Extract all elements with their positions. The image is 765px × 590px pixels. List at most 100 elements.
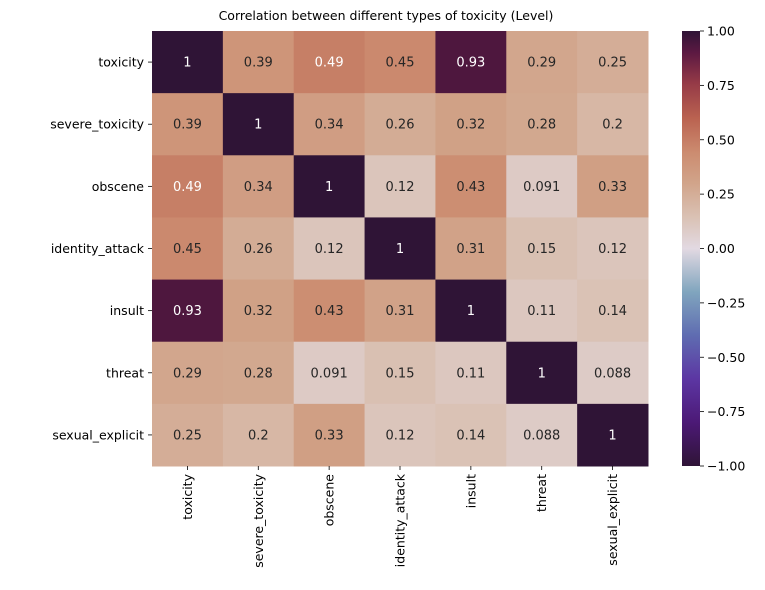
- heatmap-cell-label: 0.25: [173, 428, 202, 443]
- heatmap-cell-label: 0.28: [244, 366, 273, 381]
- heatmap-cell-label: 0.28: [527, 118, 556, 133]
- heatmap-cell: [577, 217, 649, 281]
- heatmap-cell: [506, 403, 578, 467]
- heatmap-cell-label: 1: [538, 366, 546, 381]
- heatmap-cell: [364, 217, 436, 281]
- heatmap-cell: [222, 403, 295, 467]
- heatmap-cell-label: 1: [254, 118, 262, 133]
- heatmap-cell: [364, 403, 436, 467]
- heatmap-cell: [364, 93, 436, 156]
- heatmap-cell-label: 0.088: [523, 428, 560, 443]
- heatmap-cell: [506, 341, 578, 405]
- heatmap-cell: [506, 279, 578, 343]
- colorbar-tick-label: −0.25: [707, 295, 745, 310]
- colorbar-tick-label: 0.50: [707, 132, 735, 147]
- x-tick-label: identity_attack: [393, 473, 408, 567]
- heatmap-cell: [364, 279, 436, 343]
- heatmap-cell: [222, 93, 295, 156]
- heatmap-cell: [222, 155, 295, 218]
- chart-title: Correlation between different types of t…: [219, 8, 554, 23]
- heatmap-cell: [222, 279, 295, 343]
- heatmap-cell: [435, 93, 507, 156]
- heatmap-cell: [293, 279, 366, 343]
- x-tick-label: severe_toxicity: [251, 473, 266, 567]
- heatmap-cell: [293, 93, 366, 156]
- colorbar-tick-labels: 1.00 0.75 0.50 0.25 0.00 −0.25 −0.50 −0.75 −1.00: [700, 24, 745, 474]
- heatmap-cell: [222, 341, 295, 405]
- heatmap-cell-label: 0.12: [386, 180, 415, 195]
- heatmap-cell-label: 0.11: [527, 304, 556, 319]
- heatmap-cell-label: 0.15: [386, 366, 415, 381]
- colorbar-tick-label: −1.00: [707, 459, 745, 474]
- heatmap-cell: [577, 341, 649, 405]
- heatmap-cell-label: 0.45: [173, 242, 202, 257]
- heatmap-cell-label: 0.091: [523, 180, 560, 195]
- heatmap-cell-label: 0.93: [456, 56, 485, 71]
- heatmap-cell-label: 0.12: [598, 242, 627, 257]
- heatmap-cell: [152, 155, 224, 218]
- heatmap-cell-label: 0.29: [173, 366, 202, 381]
- heatmap-cell: [222, 217, 295, 281]
- heatmap-cell-label: 0.2: [602, 118, 623, 133]
- y-tick-label: insult: [110, 303, 144, 318]
- heatmap-cell-label: 0.39: [244, 56, 273, 71]
- heatmap-cell-label: 0.14: [598, 304, 627, 319]
- heatmap-cell: [293, 31, 366, 94]
- heatmap-cell: [435, 279, 507, 343]
- heatmap-cell-label: 0.31: [456, 242, 485, 257]
- heatmap-cell-label: 0.93: [173, 304, 202, 319]
- heatmap-cell: [506, 155, 578, 218]
- heatmap-cell-label: 0.2: [248, 428, 269, 443]
- colorbar-tick-label: 1.00: [707, 24, 735, 39]
- heatmap-cell-label: 0.32: [244, 304, 273, 319]
- heatmap-cell-label: 0.14: [456, 428, 485, 443]
- x-tick-label: obscene: [322, 474, 337, 527]
- heatmap-cell-label: 1: [467, 304, 475, 319]
- heatmap-cell-label: 0.088: [594, 366, 631, 381]
- heatmap-cell: [293, 217, 366, 281]
- heatmap-cell-label: 0.33: [315, 428, 344, 443]
- heatmap-cell: [435, 403, 507, 467]
- heatmap-cell: [577, 155, 649, 218]
- y-tick-label: toxicity: [98, 55, 144, 70]
- heatmap-cell-label: 0.34: [244, 180, 273, 195]
- y-tick-label: severe_toxicity: [50, 117, 144, 132]
- heatmap-cell-label: 0.43: [456, 180, 485, 195]
- heatmap-cell-label: 0.12: [386, 428, 415, 443]
- colorbar-tick-label: −0.50: [707, 350, 745, 365]
- x-axis-tick-labels: toxicity severe_toxicity obscene identity_a…: [180, 466, 620, 568]
- heatmap-cell-label: 0.29: [527, 56, 556, 71]
- colorbar-tick-label: 0.00: [707, 241, 735, 256]
- heatmap-cell: [435, 155, 507, 218]
- heatmap-cell: [152, 217, 224, 281]
- heatmap-cell: [152, 279, 224, 343]
- heatmap-cell-label: 0.39: [173, 118, 202, 133]
- heatmap-cell-label: 0.15: [527, 242, 556, 257]
- heatmap-cell-label: 0.26: [386, 118, 415, 133]
- colorbar: [682, 31, 700, 466]
- heatmap-cell-label: 1: [396, 242, 404, 257]
- heatmap-cell-label: 0.49: [315, 56, 344, 71]
- heatmap-cell-label: 0.26: [244, 242, 273, 257]
- colorbar-tick-label: 0.25: [707, 187, 735, 202]
- heatmap-cell: [435, 31, 507, 94]
- heatmap-cell-label: 0.091: [311, 366, 348, 381]
- heatmap-cell-label: 0.25: [598, 56, 627, 71]
- y-tick-label: identity_attack: [51, 241, 145, 256]
- heatmap-cell: [435, 341, 507, 405]
- heatmap-cell: [577, 279, 649, 343]
- heatmap-cell-label: 0.34: [315, 118, 344, 133]
- heatmap-cell: [293, 341, 366, 405]
- heatmap-cell: [364, 155, 436, 218]
- heatmap-cell-label: 0.43: [315, 304, 344, 319]
- heatmap-cell: [152, 403, 224, 467]
- y-tick-label: obscene: [92, 179, 145, 194]
- heatmap-cell: [222, 31, 295, 94]
- y-tick-label: threat: [106, 365, 144, 380]
- x-tick-label: toxicity: [180, 473, 195, 519]
- heatmap-cell: [293, 403, 366, 467]
- heatmap-cell: [152, 93, 224, 156]
- heatmap-cell-label: 0.32: [456, 118, 485, 133]
